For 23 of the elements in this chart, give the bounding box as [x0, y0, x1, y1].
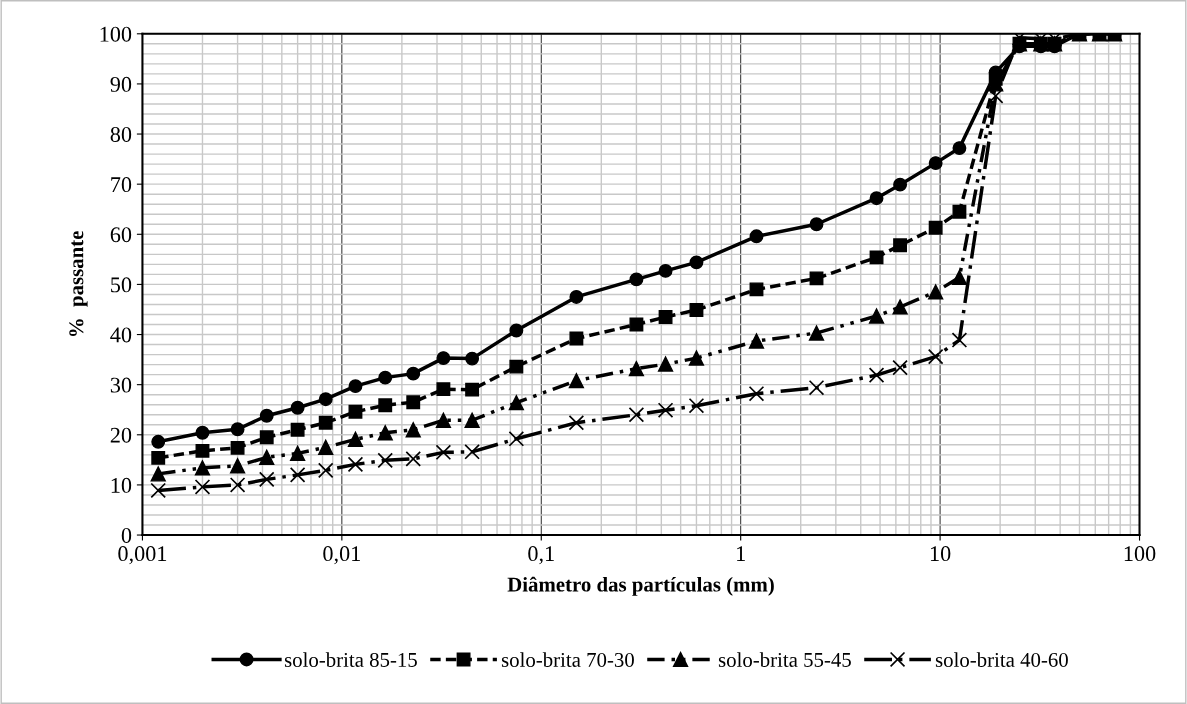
y-tick-label: 30 [110, 377, 132, 393]
y-tick-label: 90 [110, 76, 132, 92]
y-tick-label: 10 [111, 477, 132, 493]
y-tick-label: 0 [121, 527, 132, 543]
legend-label: solo-brita 85-15 [284, 652, 417, 667]
x-axis-title: Diâmetro das partículas (mm) [507, 576, 774, 596]
x-tick-label: 1 [737, 546, 745, 561]
x-tick-label: 0,1 [528, 546, 554, 565]
y-axis-title: % passante [69, 231, 88, 337]
y-tick-label: 80 [110, 126, 132, 142]
legend-label: solo-brita 55-45 [718, 652, 851, 667]
x-tick-label: 100 [1124, 546, 1156, 562]
x-tick-label: 10 [930, 546, 951, 562]
legend-label: solo-brita 70-30 [501, 652, 634, 667]
y-tick-label: 70 [111, 177, 132, 193]
legend-label: solo-brita 40-60 [935, 652, 1068, 667]
y-tick-label: 60 [110, 227, 132, 243]
y-tick-label: 40 [110, 327, 132, 343]
y-tick-label: 20 [110, 427, 132, 443]
y-tick-label: 50 [111, 277, 132, 293]
x-tick-label: 0,01 [323, 546, 360, 565]
x-tick-label: 0,001 [118, 546, 167, 565]
y-tick-label: 100 [100, 26, 132, 42]
